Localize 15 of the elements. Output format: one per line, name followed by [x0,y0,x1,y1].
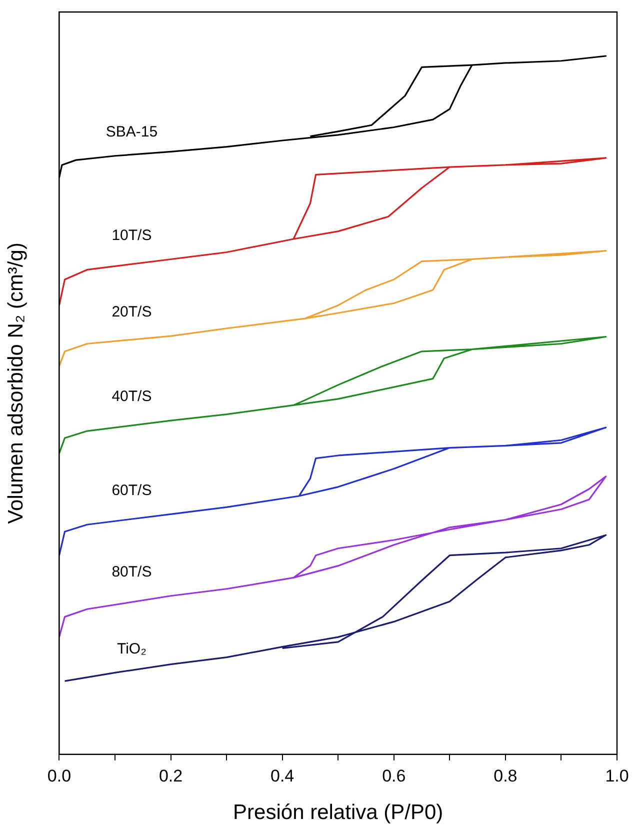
x-axis-title: Presión relativa (P/P0) [233,801,444,824]
series-label: 60T/S [112,482,152,499]
x-tick-label: 0.8 [494,766,518,786]
x-tick-label: 1.0 [605,766,629,786]
series-label: TiO₂ [116,640,147,658]
x-tick-label: 0.0 [47,766,72,786]
x-tick-label: 0.4 [270,766,294,786]
series-label: 40T/S [112,388,152,406]
x-tick-label: 0.6 [382,766,406,786]
x-tick-label: 0.2 [158,766,183,786]
y-axis-title: Volumen adsorbido N₂ (cm³/g) [4,242,28,524]
series-label: 20T/S [112,304,152,321]
series-label: 10T/S [112,226,152,244]
series-label: SBA-15 [106,124,158,141]
series-label: 80T/S [112,564,152,581]
